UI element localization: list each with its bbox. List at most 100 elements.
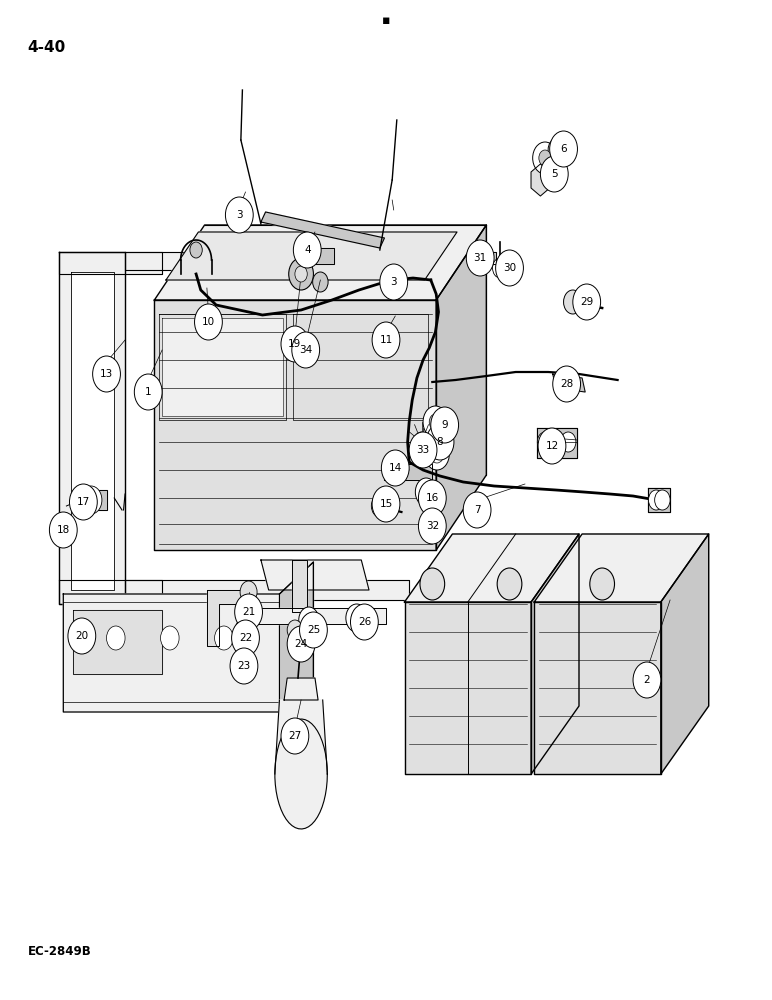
Circle shape bbox=[93, 356, 120, 392]
Text: 15: 15 bbox=[379, 499, 393, 509]
Circle shape bbox=[287, 620, 303, 640]
Polygon shape bbox=[71, 272, 114, 590]
Circle shape bbox=[466, 240, 494, 276]
Circle shape bbox=[497, 568, 522, 600]
Circle shape bbox=[418, 480, 446, 516]
Circle shape bbox=[423, 406, 448, 438]
Text: 13: 13 bbox=[100, 369, 113, 379]
Circle shape bbox=[134, 374, 162, 410]
Circle shape bbox=[477, 250, 489, 266]
Polygon shape bbox=[125, 580, 409, 600]
Polygon shape bbox=[289, 632, 310, 644]
Circle shape bbox=[415, 478, 437, 506]
Polygon shape bbox=[534, 602, 661, 774]
Circle shape bbox=[313, 272, 328, 292]
Circle shape bbox=[573, 284, 601, 320]
Polygon shape bbox=[436, 225, 486, 550]
Polygon shape bbox=[54, 516, 73, 540]
Circle shape bbox=[304, 614, 313, 626]
Circle shape bbox=[431, 407, 459, 443]
Circle shape bbox=[409, 432, 437, 468]
Polygon shape bbox=[154, 300, 436, 550]
Polygon shape bbox=[648, 488, 670, 512]
Text: 27: 27 bbox=[288, 731, 302, 741]
Polygon shape bbox=[261, 212, 384, 248]
Polygon shape bbox=[284, 678, 318, 700]
Circle shape bbox=[107, 626, 125, 650]
Circle shape bbox=[239, 654, 249, 666]
Polygon shape bbox=[275, 700, 327, 774]
Circle shape bbox=[53, 515, 73, 541]
Polygon shape bbox=[531, 164, 550, 196]
Text: 3: 3 bbox=[236, 210, 242, 220]
Text: 18: 18 bbox=[56, 525, 70, 535]
Polygon shape bbox=[293, 314, 428, 420]
Circle shape bbox=[381, 450, 409, 486]
Polygon shape bbox=[405, 534, 579, 602]
Circle shape bbox=[380, 264, 408, 300]
Circle shape bbox=[553, 366, 581, 402]
Circle shape bbox=[655, 490, 670, 510]
Text: 31: 31 bbox=[473, 253, 487, 263]
Text: 6: 6 bbox=[560, 144, 567, 154]
Polygon shape bbox=[162, 318, 283, 416]
Circle shape bbox=[550, 131, 577, 167]
Text: ▪: ▪ bbox=[381, 14, 391, 27]
Circle shape bbox=[230, 648, 258, 684]
Text: 14: 14 bbox=[388, 463, 402, 473]
Polygon shape bbox=[275, 719, 327, 829]
Polygon shape bbox=[166, 232, 457, 280]
Polygon shape bbox=[59, 252, 162, 274]
Circle shape bbox=[190, 242, 202, 258]
Text: 17: 17 bbox=[76, 497, 90, 507]
Circle shape bbox=[539, 150, 551, 166]
Circle shape bbox=[80, 486, 102, 514]
Text: 25: 25 bbox=[306, 625, 320, 635]
Text: 20: 20 bbox=[75, 631, 89, 641]
Text: 26: 26 bbox=[357, 617, 371, 627]
Text: 11: 11 bbox=[379, 335, 393, 345]
Text: 1: 1 bbox=[145, 387, 151, 397]
Circle shape bbox=[537, 432, 553, 452]
Circle shape bbox=[225, 197, 253, 233]
Circle shape bbox=[414, 432, 429, 452]
Text: 33: 33 bbox=[416, 445, 430, 455]
Text: 5: 5 bbox=[551, 169, 557, 179]
Text: 4: 4 bbox=[304, 245, 310, 255]
Circle shape bbox=[538, 428, 566, 464]
Text: 30: 30 bbox=[503, 263, 516, 273]
Text: 22: 22 bbox=[239, 633, 252, 643]
Circle shape bbox=[429, 414, 442, 430]
Circle shape bbox=[496, 250, 523, 286]
Circle shape bbox=[293, 232, 321, 268]
Text: 32: 32 bbox=[425, 521, 439, 531]
Polygon shape bbox=[306, 248, 334, 264]
Circle shape bbox=[556, 374, 568, 390]
Polygon shape bbox=[59, 252, 125, 604]
Polygon shape bbox=[261, 560, 369, 590]
Circle shape bbox=[540, 156, 568, 192]
Circle shape bbox=[235, 618, 256, 646]
Circle shape bbox=[493, 258, 508, 278]
Polygon shape bbox=[73, 610, 162, 674]
Circle shape bbox=[429, 514, 438, 526]
Text: 23: 23 bbox=[237, 661, 251, 671]
Circle shape bbox=[426, 424, 454, 460]
Circle shape bbox=[195, 304, 222, 340]
Circle shape bbox=[346, 604, 367, 632]
Polygon shape bbox=[125, 252, 409, 270]
Text: 24: 24 bbox=[294, 639, 308, 649]
Circle shape bbox=[295, 266, 307, 282]
Text: 10: 10 bbox=[201, 317, 215, 327]
Circle shape bbox=[418, 508, 446, 544]
Circle shape bbox=[420, 568, 445, 600]
Circle shape bbox=[287, 626, 315, 662]
Circle shape bbox=[425, 438, 449, 470]
Circle shape bbox=[648, 490, 664, 510]
Text: 3: 3 bbox=[391, 277, 397, 287]
Text: EC-2849B: EC-2849B bbox=[28, 945, 92, 958]
Circle shape bbox=[240, 581, 257, 603]
Text: 8: 8 bbox=[437, 437, 443, 447]
Text: 21: 21 bbox=[242, 607, 256, 617]
Circle shape bbox=[633, 662, 661, 698]
